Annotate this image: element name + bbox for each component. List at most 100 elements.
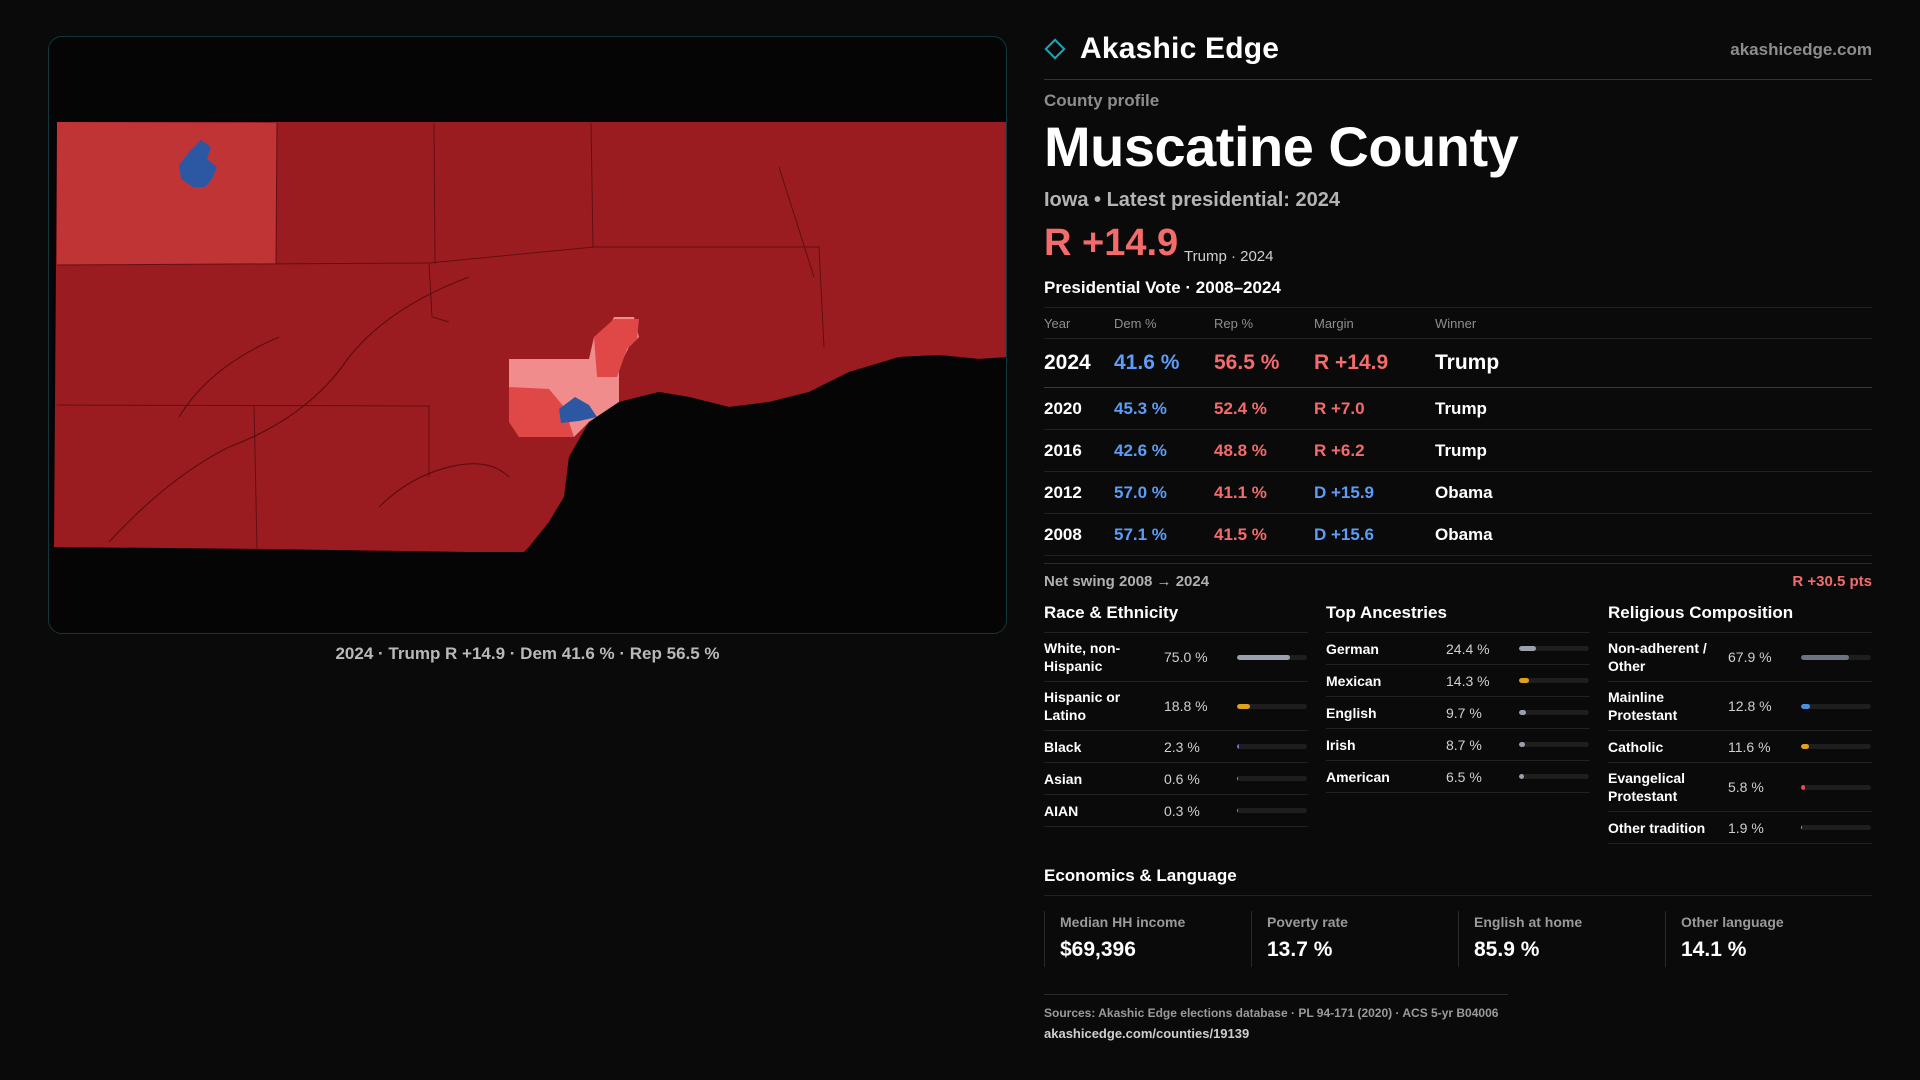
vote-margin: R +7.0	[1314, 387, 1435, 430]
race-label: AIAN	[1044, 802, 1079, 819]
county-map[interactable]	[48, 36, 1007, 634]
ancestry-bar	[1519, 646, 1589, 651]
vote-margin: R +6.2	[1314, 429, 1435, 472]
vote-table: Year Dem % Rep % Margin Winner 2024 41.6 …	[1044, 307, 1872, 556]
vote-dem-pct: 45.3 %	[1114, 387, 1214, 430]
race-bar-fill	[1237, 703, 1251, 709]
econ-stat-value: $69,396	[1060, 938, 1136, 961]
ancestry-bar	[1519, 774, 1589, 779]
race-row: AIAN 0.3 %	[1044, 795, 1308, 827]
religion-bar	[1801, 654, 1871, 660]
religion-value: 5.8 %	[1728, 779, 1764, 795]
col-rep: Rep %	[1214, 307, 1314, 339]
map-caption: 2024 · Trump R +14.9 · Dem 41.6 % · Rep …	[335, 644, 720, 663]
city-rep-lean	[509, 387, 574, 437]
col-margin: Margin	[1314, 307, 1435, 339]
vote-year: 2016	[1044, 429, 1114, 472]
ancestry-row: American 6.5 %	[1326, 761, 1590, 793]
religion-bar-fill	[1801, 784, 1806, 790]
ancestry-row: English 9.7 %	[1326, 697, 1590, 729]
vote-dem-pct: 42.6 %	[1114, 429, 1214, 472]
ancestry-bar-fill	[1519, 710, 1526, 715]
religion-row: Mainline Protestant 12.8 %	[1608, 682, 1872, 731]
vote-margin: D +15.9	[1314, 471, 1435, 514]
vote-winner: Trump	[1435, 338, 1872, 388]
race-value: 2.3 %	[1164, 738, 1200, 755]
ancestry-bar	[1519, 678, 1589, 683]
econ-stat: Poverty rate 13.7 %	[1251, 911, 1458, 967]
race-label: Hispanic or Latino	[1044, 689, 1121, 723]
religion-row: Non-adherent / Other 67.9 %	[1608, 633, 1872, 682]
vote-row: 2016 42.6 % 48.8 % R +6.2 Trump	[1044, 429, 1872, 472]
vote-dem-pct: 41.6 %	[1114, 338, 1214, 388]
religion-bar	[1801, 744, 1871, 749]
vote-year: 2012	[1044, 471, 1114, 514]
vote-dem-pct: 57.0 %	[1114, 471, 1214, 514]
religion-bar	[1801, 703, 1871, 709]
race-bar-fill	[1237, 744, 1239, 749]
swing-value: R +30.5 pts	[1792, 573, 1872, 590]
township-boundaries	[56, 122, 825, 550]
religion-row: Evangelical Protestant 5.8 %	[1608, 763, 1872, 812]
religion-label: Mainline Protestant	[1608, 689, 1678, 723]
vote-rep-pct: 41.1 %	[1214, 471, 1314, 514]
col-winner: Winner	[1435, 307, 1872, 339]
river	[524, 355, 1006, 552]
econ-stat-value: 13.7 %	[1267, 938, 1333, 961]
religion-label: Catholic	[1608, 738, 1664, 755]
ancestry-bar-fill	[1519, 678, 1529, 683]
page-title: Muscatine County	[1044, 115, 1519, 178]
vote-row: 2008 57.1 % 41.5 % D +15.6 Obama	[1044, 513, 1872, 556]
religion-label: Non-adherent / Other	[1608, 640, 1707, 674]
ancestry-label: English	[1326, 704, 1377, 721]
headline-margin-note: Trump · 2024	[1184, 248, 1274, 265]
city-dem	[559, 397, 597, 423]
subtitle: Iowa • Latest presidential: 2024	[1044, 189, 1340, 211]
econ-stat-label: Median HH income	[1060, 914, 1186, 930]
race-row: Asian 0.6 %	[1044, 763, 1308, 795]
ancestry-value: 24.4 %	[1446, 640, 1490, 657]
race-row: Hispanic or Latino 18.8 %	[1044, 682, 1308, 731]
econ-stat: English at home 85.9 %	[1458, 911, 1665, 967]
race-label: Asian	[1044, 770, 1083, 787]
race-bar-fill	[1237, 808, 1239, 813]
race-panel: Race & Ethnicity White, non-Hispanic 75.0…	[1044, 603, 1308, 827]
city-rep-lean-2	[594, 319, 639, 377]
vote-winner: Obama	[1435, 471, 1872, 514]
race-bar	[1237, 744, 1307, 749]
vote-dem-pct: 57.1 %	[1114, 513, 1214, 556]
ancestry-value: 8.7 %	[1446, 736, 1482, 753]
vote-margin: D +15.6	[1314, 513, 1435, 556]
footer-url[interactable]: akashicedge.com/counties/19139	[1044, 1026, 1250, 1041]
race-bar-fill	[1237, 654, 1290, 660]
religion-panel: Religious Composition Non-adherent / Oth…	[1608, 603, 1872, 844]
county-map-svg	[54, 122, 1006, 552]
ancestry-panel: Top Ancestries German 24.4 % Mexican 14.3 %…	[1326, 603, 1590, 793]
religion-value: 12.8 %	[1728, 698, 1772, 714]
vote-year: 2024	[1044, 338, 1114, 388]
religion-list: Non-adherent / Other 67.9 % Mainline Prote…	[1608, 633, 1872, 844]
header-divider	[1044, 79, 1872, 80]
swing-divider	[1044, 563, 1872, 564]
township-nw	[57, 122, 277, 265]
eyebrow-label: County profile	[1044, 91, 1160, 110]
religion-bar-fill	[1801, 825, 1803, 830]
religion-bar	[1801, 784, 1871, 790]
econ-stat-value: 14.1 %	[1681, 938, 1747, 961]
brand-url[interactable]: akashicedge.com	[1730, 40, 1872, 59]
race-value: 0.6 %	[1164, 770, 1200, 787]
vote-winner: Obama	[1435, 513, 1872, 556]
religion-value: 11.6 %	[1728, 738, 1771, 755]
race-label: White, non-Hispanic	[1044, 640, 1121, 674]
religion-value: 1.9 %	[1728, 819, 1764, 836]
ancestry-label: German	[1326, 640, 1379, 657]
county-body	[54, 122, 1006, 552]
race-bar	[1237, 776, 1307, 781]
ancestry-bar-fill	[1519, 774, 1524, 779]
brand[interactable]: Akashic Edge	[1044, 32, 1279, 66]
ancestry-label: Irish	[1326, 736, 1356, 753]
econ-stat-label: Poverty rate	[1267, 914, 1348, 930]
vote-year: 2020	[1044, 387, 1114, 430]
race-value: 0.3 %	[1164, 802, 1200, 819]
col-dem: Dem %	[1114, 307, 1214, 339]
